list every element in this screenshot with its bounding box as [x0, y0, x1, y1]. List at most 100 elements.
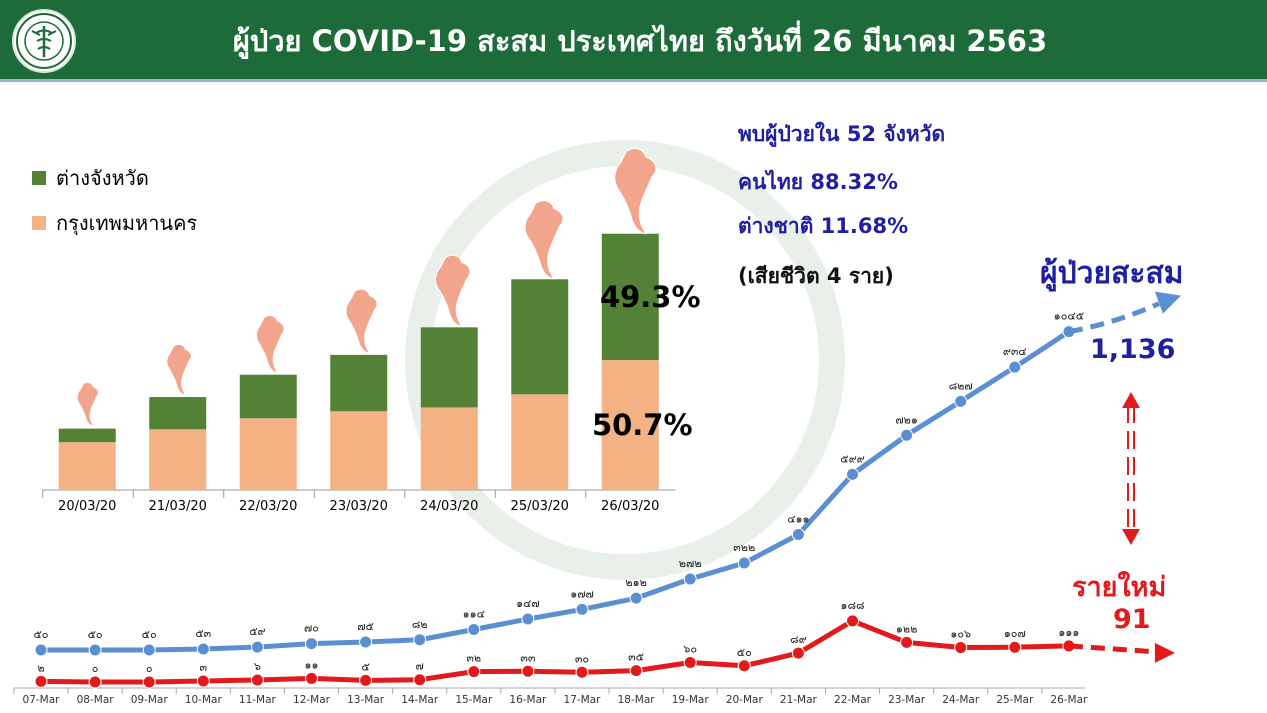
- new-cases-point: [737, 659, 751, 673]
- annotation-bangkok-percent: 50.7%: [592, 408, 693, 442]
- bar-category-label: 24/03/20: [420, 499, 478, 514]
- new-cases-data-label: ๘๙: [790, 633, 807, 646]
- cumulative-point: [142, 643, 156, 657]
- bar-provinces: [601, 233, 659, 361]
- legend-swatch-bangkok: [32, 215, 46, 230]
- cumulative-data-label: ๗๕: [357, 620, 374, 633]
- bar-bangkok: [601, 360, 659, 490]
- line-x-label: 23-Mar: [888, 694, 926, 706]
- line-x-label: 25-Mar: [996, 694, 1034, 706]
- new-cases-data-label: ๓๕: [628, 651, 644, 664]
- line-x-label: 21-Mar: [780, 694, 818, 706]
- cumulative-data-label: ๑๗๗: [570, 587, 594, 600]
- new-cases-point: [1008, 640, 1022, 654]
- ministry-of-public-health-seal-icon: [12, 9, 76, 73]
- new-cases-line: [40, 618, 1069, 685]
- bar-category-label: 26/03/20: [601, 499, 659, 514]
- new-cases-point: [575, 665, 589, 679]
- cumulative-data-label: ๗๐: [304, 622, 319, 635]
- new-cases-point: [196, 674, 210, 688]
- new-cases-data-label: ๓: [200, 661, 208, 674]
- new-cases-point: [521, 664, 535, 678]
- bar-provinces: [330, 354, 388, 412]
- bar-provinces: [239, 374, 297, 419]
- cumulative-point: [629, 591, 643, 605]
- new-cases-arrow-head: [1154, 642, 1175, 663]
- line-x-label: 20-Mar: [726, 694, 764, 706]
- bar-category-label: 21/03/20: [149, 499, 207, 514]
- new-cases-point: [467, 665, 481, 679]
- new-cases-point: [791, 646, 805, 660]
- cumulative-data-label: ๒๑๒: [625, 576, 646, 589]
- legend-label-provinces: ต่างจังหวัด: [56, 166, 149, 190]
- bar-bangkok: [58, 442, 116, 490]
- new-cases-point: [846, 614, 859, 628]
- cumulative-projection-line: [1068, 301, 1160, 335]
- line-x-label: 10-Mar: [185, 694, 223, 706]
- cumulative-data-label: ๑๐๔๕: [1054, 310, 1084, 323]
- cumulative-point: [1008, 360, 1022, 374]
- info-thai-percent: คนไทย 88.32%: [738, 170, 898, 194]
- new-cases-point: [954, 641, 968, 655]
- thailand-map-icon: [614, 147, 657, 235]
- line-x-label: 26-Mar: [1050, 694, 1088, 706]
- bar-provinces: [511, 279, 569, 395]
- line-x-label: 08-Mar: [77, 694, 115, 706]
- cumulative-point: [467, 623, 481, 637]
- new-cases-data-label: ๕: [361, 660, 369, 673]
- cumulative-data-label: ๑๑๔: [463, 608, 485, 621]
- legend-swatch-provinces: [32, 170, 46, 185]
- new-cases-point: [142, 675, 156, 689]
- cumulative-line: [41, 329, 1071, 653]
- new-cases-data-label: ๑๐๖: [950, 628, 971, 641]
- new-cases-data-label: ๖: [254, 660, 261, 673]
- new-cases-data-label: ๓๐: [575, 652, 589, 665]
- line-x-label: 22-Mar: [834, 694, 872, 706]
- bar-bangkok: [239, 418, 297, 490]
- cumulative-point: [34, 643, 48, 657]
- new-cases-data-label: ๒: [37, 661, 44, 674]
- arrow-annotations: [1068, 291, 1181, 663]
- bar-category-label: 20/03/20: [58, 499, 116, 514]
- new-cases-title: รายใหม่: [1072, 572, 1167, 603]
- line-x-label: 13-Mar: [347, 694, 385, 706]
- cumulative-data-label: ๘๒๗: [949, 379, 973, 392]
- difference-arrow-head-up: [1122, 392, 1140, 408]
- line-x-label: 11-Mar: [239, 694, 277, 706]
- annotation-provinces-percent: 49.3%: [600, 280, 701, 314]
- cumulative-data-label: ๘๒: [412, 618, 428, 631]
- cumulative-point: [359, 635, 373, 649]
- page-title: ผู้ป่วย COVID-19 สะสม ประเทศไทย ถึงวันที…: [232, 24, 1048, 58]
- new-cases-point: [683, 656, 697, 669]
- cumulative-data-label: ๕๐: [33, 628, 48, 641]
- cumulative-point: [196, 642, 210, 656]
- new-cases-data-label: ๑๐๗: [1004, 627, 1026, 640]
- cumulative-data-label: ๕๓: [195, 627, 211, 640]
- new-cases-point: [359, 673, 373, 687]
- cumulative-arrow-head: [1154, 291, 1181, 314]
- new-cases-data-label: ๑๑๑: [1058, 626, 1079, 639]
- cumulative-line-chart: 07-Mar 08-Mar 09-Mar 10-Mar 11-Mar 12-Mar 13-M…: [13, 310, 1088, 706]
- new-cases-point: [900, 635, 914, 649]
- line-x-label: 14-Mar: [401, 694, 439, 706]
- cumulative-point: [521, 612, 535, 626]
- new-cases-point: [413, 673, 427, 687]
- new-cases-data-label: ๐: [92, 662, 99, 675]
- cumulative-value: 1,136: [1090, 334, 1176, 365]
- thailand-map-icon: [77, 382, 99, 426]
- cumulative-point: [954, 394, 968, 408]
- new-cases-projection-line: [1068, 643, 1158, 655]
- cumulative-data-label: ๗๒๑: [895, 413, 918, 426]
- cumulative-data-label: ๕๐: [88, 628, 103, 641]
- cumulative-point: [413, 633, 427, 647]
- line-x-label: 12-Mar: [293, 694, 331, 706]
- cumulative-data-label: ๒๗๒: [679, 557, 702, 570]
- bar-bangkok: [420, 407, 478, 490]
- new-cases-data-label: ๑๘๘: [841, 599, 865, 612]
- new-cases-point: [34, 674, 48, 688]
- info-foreign-percent: ต่างชาติ 11.68%: [738, 214, 909, 238]
- thailand-map-icon: [256, 315, 285, 374]
- new-cases-data-label: ๐: [146, 662, 153, 675]
- cumulative-data-label: ๙๓๔: [1003, 345, 1027, 358]
